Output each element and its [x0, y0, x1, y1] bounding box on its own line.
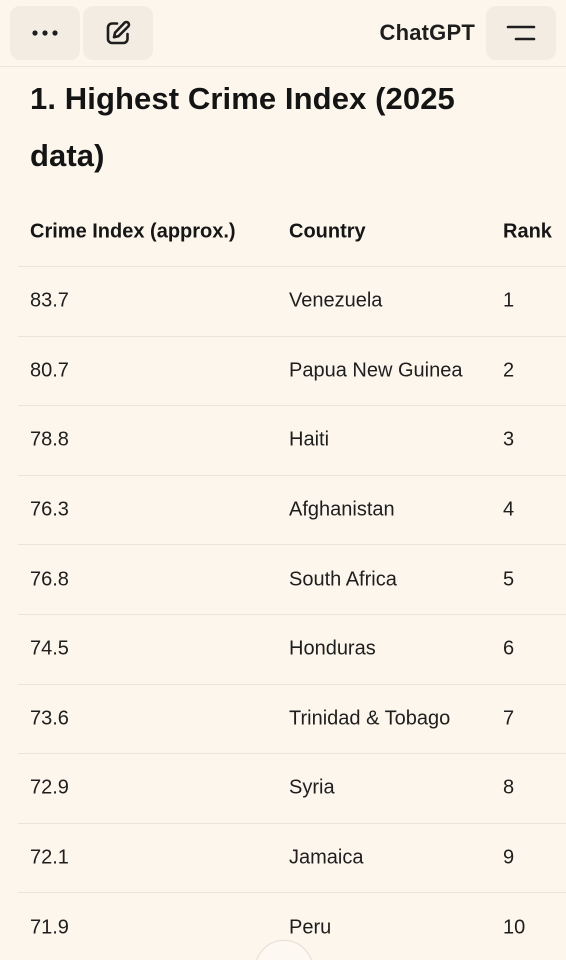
rank-cell: 7	[503, 707, 515, 730]
crime-index-cell: 76.8	[30, 568, 69, 591]
rank-cell: 3	[503, 428, 515, 451]
country-cell: Haiti	[289, 428, 330, 451]
more-horizontal-icon	[32, 30, 58, 36]
table-row: 71.9 Peru 10	[18, 893, 566, 960]
rank-cell: 8	[503, 776, 515, 799]
column-header-country: Country	[289, 220, 366, 242]
more-options-button[interactable]	[10, 6, 80, 60]
app-title: ChatGPT	[379, 20, 475, 45]
table-row: 76.8 South Africa 5	[18, 545, 566, 615]
country-cell: Peru	[289, 916, 332, 939]
crime-index-cell: 80.7	[30, 359, 69, 382]
crime-index-table: Crime Index (approx.) Country Rank 83.7 …	[18, 197, 566, 960]
country-cell: Honduras	[289, 637, 376, 660]
country-cell: Afghanistan	[289, 498, 395, 521]
crime-index-cell: 83.7	[30, 289, 69, 312]
crime-index-cell: 78.8	[30, 428, 69, 451]
column-header-crime-index: Crime Index (approx.)	[30, 220, 236, 242]
table-header-row: Crime Index (approx.) Country Rank	[18, 197, 566, 267]
crime-index-cell: 74.5	[30, 637, 69, 660]
table-row: 78.8 Haiti 3	[18, 406, 566, 476]
table-row: 72.1 Jamaica 9	[18, 824, 566, 894]
rank-cell: 6	[503, 637, 515, 660]
table-row: 76.3 Afghanistan 4	[18, 476, 566, 546]
crime-index-cell: 76.3	[30, 498, 69, 521]
crime-index-cell: 72.9	[30, 776, 69, 799]
crime-index-cell: 73.6	[30, 707, 69, 730]
rank-cell: 10	[503, 916, 526, 939]
section-heading: 1. Highest Crime Index (2025 data)	[30, 81, 455, 173]
menu-icon	[506, 25, 536, 41]
rank-cell: 5	[503, 568, 515, 591]
crime-index-cell: 71.9	[30, 916, 69, 939]
top-bar: ChatGPT	[0, 0, 566, 67]
country-cell: Venezuela	[289, 289, 383, 312]
table-row: 72.9 Syria 8	[18, 754, 566, 824]
table-row: 73.6 Trinidad & Tobago 7	[18, 685, 566, 755]
menu-button[interactable]	[486, 6, 556, 60]
country-cell: Trinidad & Tobago	[289, 707, 451, 730]
new-chat-edit-icon	[106, 20, 131, 45]
table-row: 80.7 Papua New Guinea 2	[18, 337, 566, 407]
country-cell: Syria	[289, 776, 335, 799]
rank-cell: 2	[503, 359, 515, 382]
table-row: 74.5 Honduras 6	[18, 615, 566, 685]
rank-cell: 9	[503, 846, 515, 869]
table-row: 83.7 Venezuela 1	[18, 267, 566, 337]
country-cell: Jamaica	[289, 846, 364, 869]
country-cell: Papua New Guinea	[289, 359, 463, 382]
crime-index-cell: 72.1	[30, 846, 69, 869]
rank-cell: 1	[503, 289, 515, 312]
rank-cell: 4	[503, 498, 515, 521]
column-header-rank: Rank	[503, 220, 552, 242]
country-cell: South Africa	[289, 568, 397, 591]
new-chat-button[interactable]	[83, 6, 153, 60]
